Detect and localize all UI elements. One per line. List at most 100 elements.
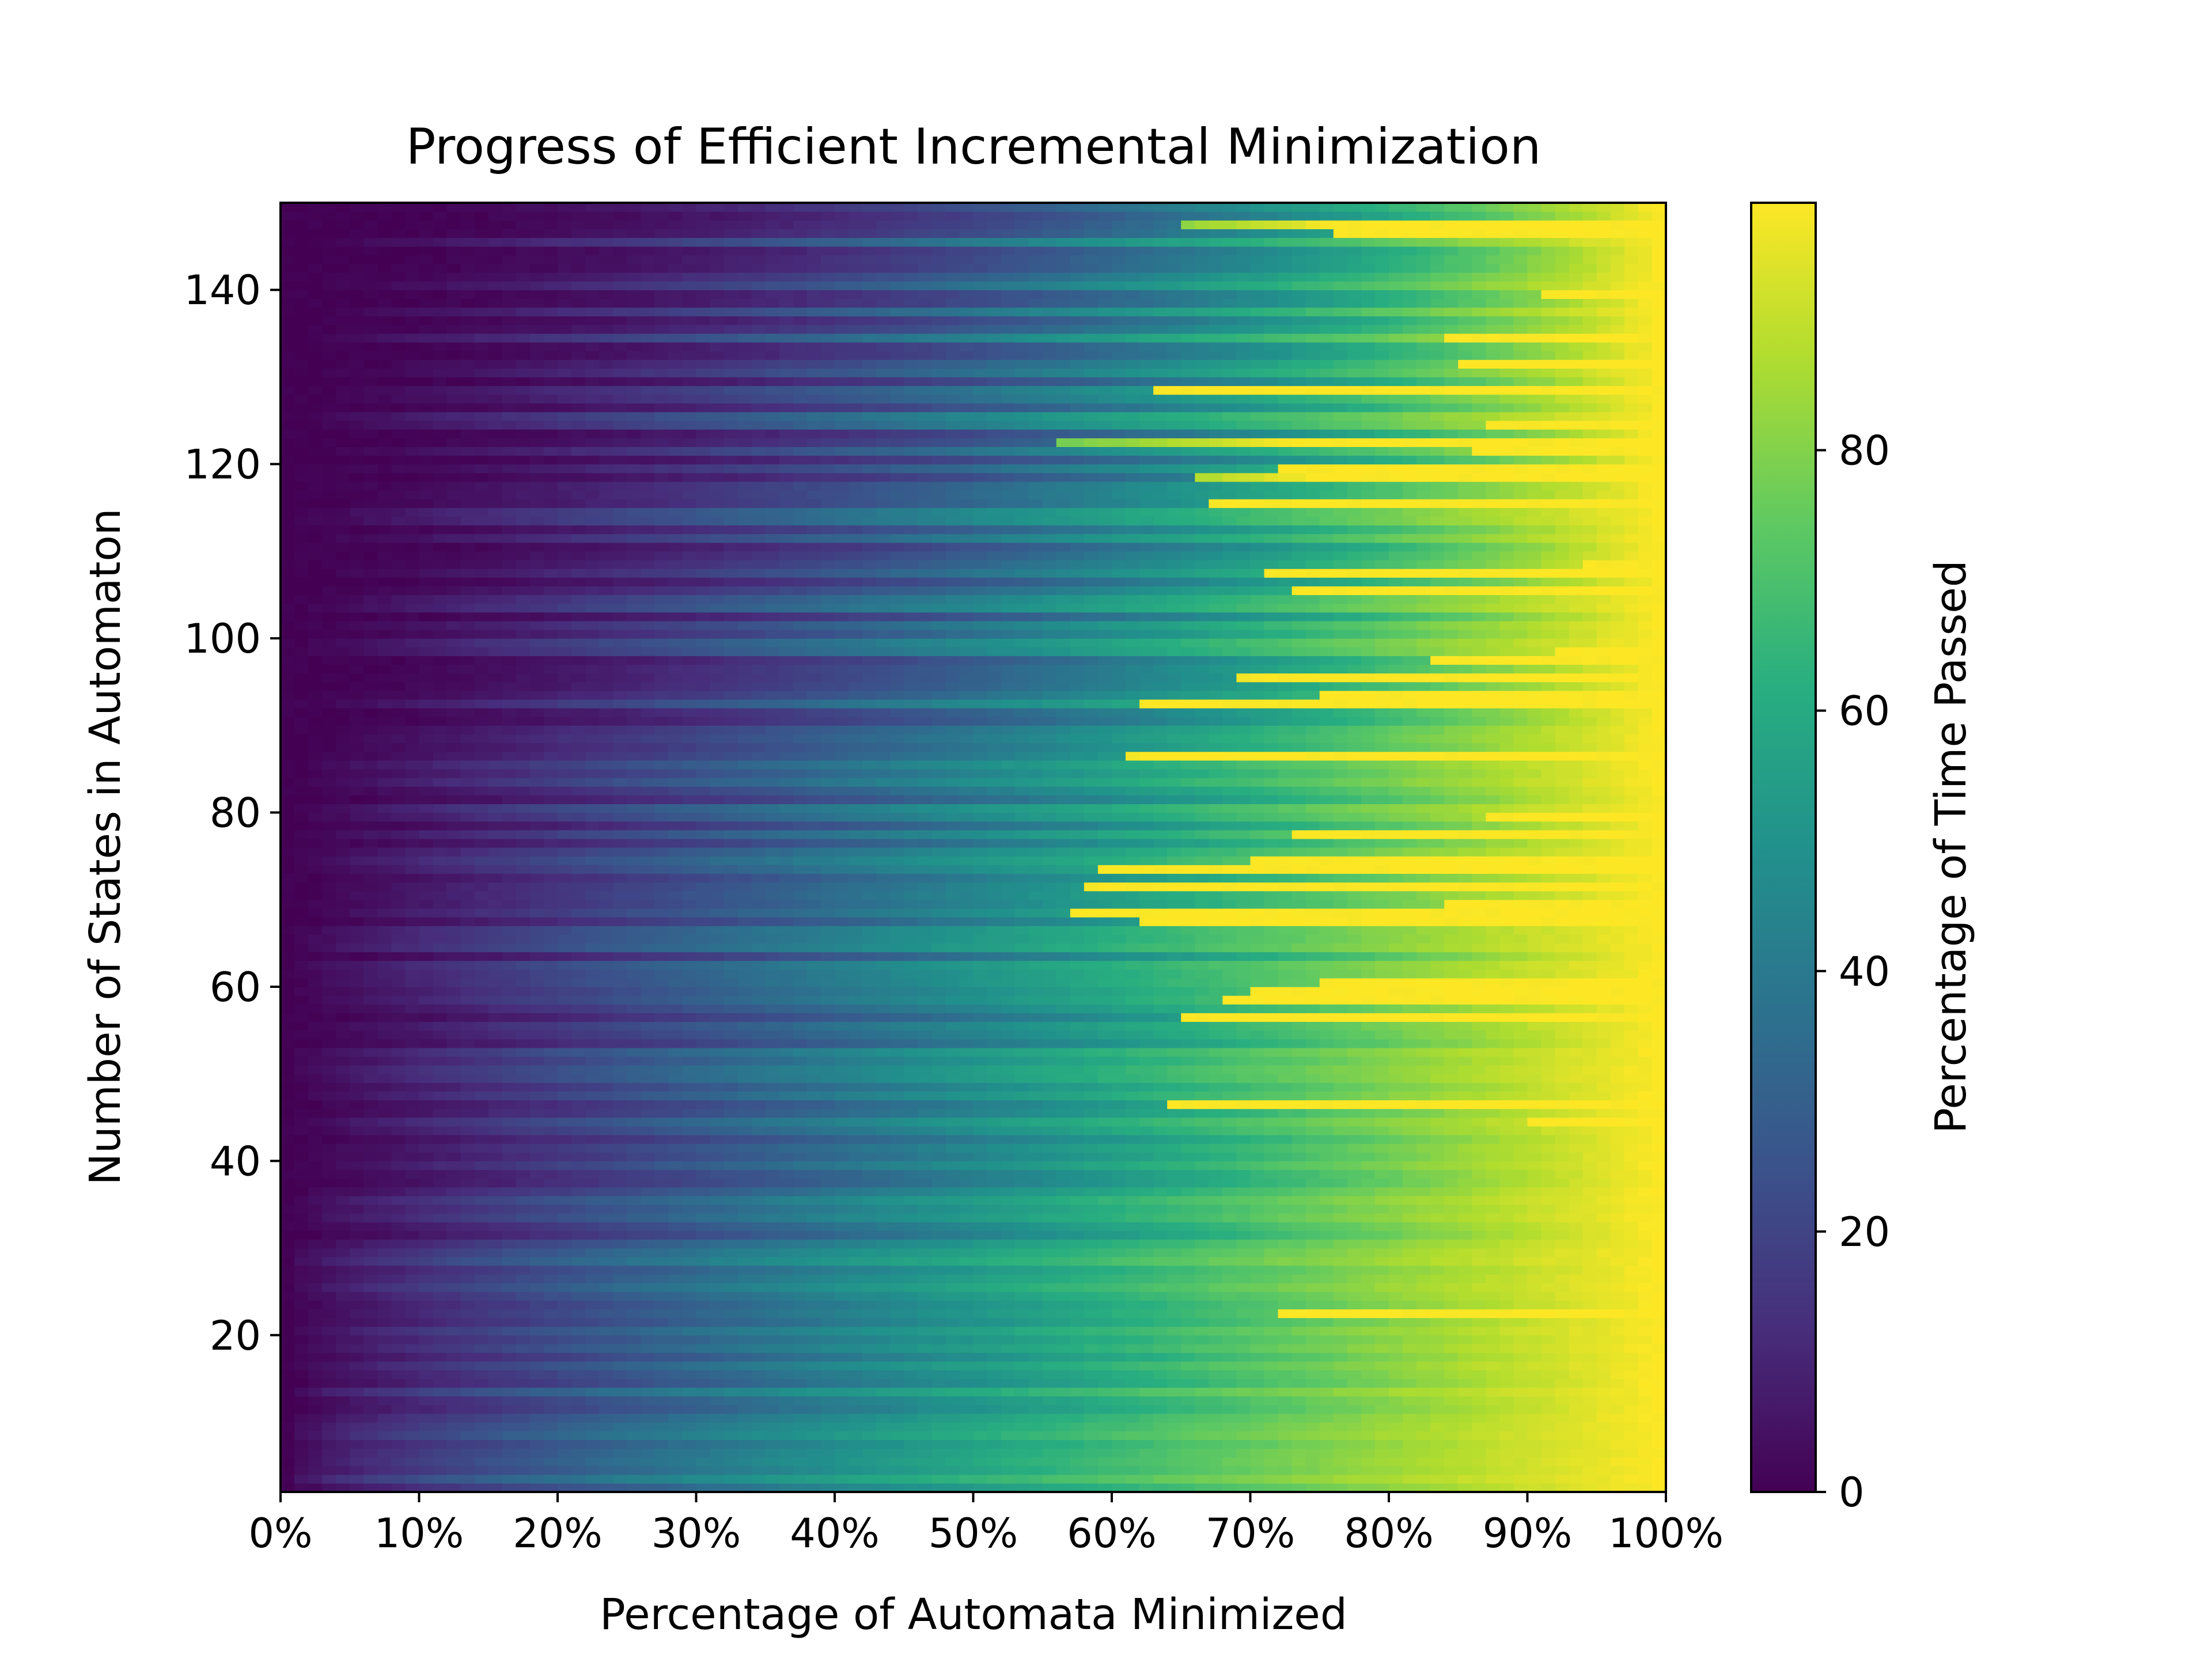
heatmap-cell [1236, 1161, 1251, 1170]
heatmap-cell [1638, 1257, 1653, 1266]
heatmap-cell [1361, 1396, 1376, 1406]
heatmap-cell [724, 1143, 738, 1153]
heatmap-cell [1361, 1222, 1376, 1231]
heatmap-cell [1389, 1466, 1403, 1475]
heatmap-cell [558, 1100, 572, 1109]
heatmap-cell [447, 1196, 461, 1205]
heatmap-cell [363, 1056, 378, 1066]
heatmap-cell [433, 1457, 448, 1467]
heatmap-cell [1043, 1335, 1057, 1344]
heatmap-cell [1070, 1170, 1085, 1179]
heatmap-cell [1499, 1361, 1514, 1370]
heatmap-cell [627, 1361, 641, 1370]
heatmap-cell [1251, 1353, 1265, 1362]
heatmap-cell [1555, 1091, 1570, 1100]
heatmap-cell [1181, 1230, 1195, 1240]
heatmap-cell [1029, 1074, 1043, 1083]
heatmap-cell [793, 1248, 808, 1257]
heatmap-cell [1458, 1074, 1472, 1083]
heatmap-cell [1444, 1335, 1459, 1344]
heatmap-cell [1403, 1327, 1417, 1336]
heatmap-cell [696, 1065, 711, 1074]
heatmap-cell [1084, 1353, 1099, 1362]
heatmap-cell [668, 1100, 683, 1109]
heatmap-cell [876, 1213, 891, 1222]
heatmap-cell [405, 1405, 419, 1414]
heatmap-cell [654, 1109, 669, 1118]
heatmap-cell [766, 1205, 780, 1214]
heatmap-cell [544, 1344, 558, 1353]
heatmap-cell [696, 1187, 711, 1196]
heatmap-cell [1112, 1091, 1126, 1100]
heatmap-cell [613, 1405, 627, 1414]
heatmap-cell [1320, 1100, 1334, 1109]
heatmap-cell [488, 1361, 503, 1370]
heatmap-cell [308, 1109, 323, 1118]
heatmap-cell [599, 1440, 613, 1449]
heatmap-cell [1126, 1074, 1140, 1083]
heatmap-cell [1513, 1126, 1528, 1135]
heatmap-cell [1611, 1440, 1625, 1449]
heatmap-cell [1222, 1222, 1237, 1231]
heatmap-cell [931, 1475, 946, 1484]
heatmap-cell [1251, 1230, 1265, 1240]
heatmap-cell [1611, 1378, 1625, 1388]
heatmap-cell [350, 1187, 364, 1196]
heatmap-cell [433, 1161, 448, 1170]
heatmap-cell [876, 1466, 891, 1475]
heatmap-cell [1001, 1388, 1016, 1397]
heatmap-cell [1334, 1274, 1348, 1283]
heatmap-cell [918, 1152, 932, 1161]
heatmap-cell [793, 1440, 808, 1449]
heatmap-cell [1361, 1318, 1376, 1327]
heatmap-cell [627, 1135, 641, 1144]
heatmap-cell [1597, 1213, 1611, 1222]
heatmap-cell [1416, 1353, 1431, 1362]
heatmap-cell [1611, 1143, 1625, 1153]
heatmap-cell [876, 1091, 891, 1100]
heatmap-cell [696, 1100, 711, 1109]
heatmap-cell [1389, 1370, 1403, 1379]
heatmap-cell [710, 1213, 725, 1222]
heatmap-cell [1528, 1109, 1542, 1118]
heatmap-cell [544, 1361, 558, 1370]
heatmap-cell [1098, 1440, 1112, 1449]
heatmap-cell [1569, 1109, 1584, 1118]
heatmap-cell [1389, 1335, 1403, 1344]
heatmap-cell [336, 1143, 350, 1153]
heatmap-cell [1001, 1239, 1016, 1248]
heatmap-cell [585, 1396, 600, 1406]
heatmap-cell [849, 1448, 863, 1457]
heatmap-cell [516, 1170, 531, 1179]
heatmap-cell [1528, 1248, 1542, 1257]
heatmap-cell [1403, 1170, 1417, 1179]
heatmap-cell [724, 1056, 738, 1066]
heatmap-cell [1167, 1143, 1181, 1153]
heatmap-cell [974, 1448, 988, 1457]
heatmap-cell [987, 1230, 1002, 1240]
heatmap-cell [1583, 1065, 1597, 1074]
heatmap-cell [1167, 1414, 1181, 1423]
heatmap-cell [1015, 1405, 1029, 1414]
heatmap-cell [1278, 1344, 1293, 1353]
heatmap-cell [1236, 1126, 1251, 1135]
heatmap-cell [974, 1335, 988, 1344]
heatmap-cell [904, 1082, 918, 1092]
heatmap-cell [1569, 1440, 1584, 1449]
heatmap-cell [1513, 1257, 1528, 1266]
heatmap-cell [1139, 1335, 1154, 1344]
heatmap-cell [1528, 1291, 1542, 1301]
heatmap-cell [502, 1318, 517, 1327]
heatmap-cell [363, 1440, 378, 1449]
heatmap-cell [821, 1318, 835, 1327]
heatmap-cell [1112, 1378, 1126, 1388]
heatmap-cell [1084, 1100, 1099, 1109]
heatmap-cell [1112, 1205, 1126, 1214]
heatmap-cell [752, 1230, 766, 1240]
heatmap-cell [821, 1283, 835, 1292]
heatmap-cell [904, 1388, 918, 1397]
heatmap-cell [1486, 1152, 1500, 1161]
heatmap-cell [1029, 1248, 1043, 1257]
heatmap-cell [433, 1266, 448, 1275]
heatmap-cell [1181, 1475, 1195, 1484]
